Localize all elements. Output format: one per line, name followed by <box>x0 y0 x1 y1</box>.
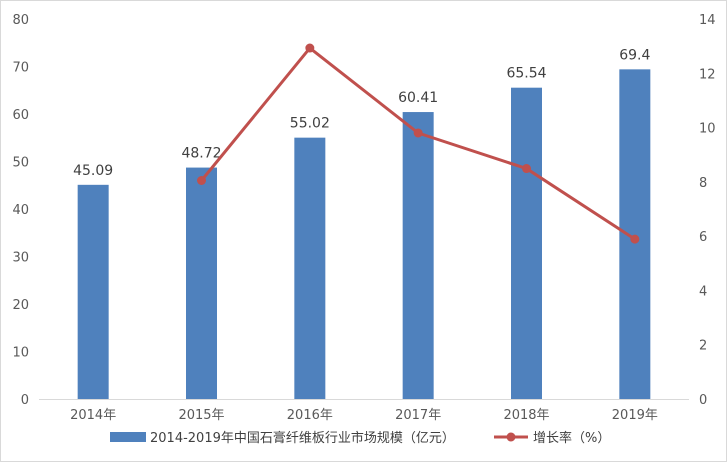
y-left-tick-label: 60 <box>12 108 29 123</box>
bar-data-label: 69.4 <box>619 47 650 63</box>
y-left-tick-label: 80 <box>12 13 29 28</box>
bar <box>619 69 651 399</box>
line-point <box>630 234 640 244</box>
line-series <box>197 43 640 244</box>
bar-data-labels: 45.09 48.72 55.02 60.41 65.54 69.4 <box>73 47 650 178</box>
legend-swatch-bar <box>110 432 146 442</box>
x-tick-label: 2019年 <box>612 408 658 423</box>
legend-label-bar: 2014-2019年中国石膏纤维板行业市场规模（亿元） <box>150 430 455 446</box>
bar-data-label: 65.54 <box>506 66 546 82</box>
y-right-tick-label: 14 <box>699 13 716 28</box>
y-left-tick-label: 10 <box>12 346 29 361</box>
bar-data-label: 60.41 <box>398 90 438 106</box>
x-tick-label: 2014年 <box>70 408 116 423</box>
axes: 0 10 20 30 40 50 60 70 80 0 2 4 6 8 10 12 14 2014年 2015年 20… <box>12 13 715 423</box>
y-right-tick-label: 10 <box>699 122 716 137</box>
y-left-tick-label: 30 <box>12 251 29 266</box>
y-right-tick-label: 2 <box>699 339 707 354</box>
y-right-tick-label: 6 <box>699 230 707 245</box>
y-left-tick-label: 70 <box>12 61 29 76</box>
y-left-tick-label: 20 <box>12 298 29 313</box>
x-tick-label: 2016年 <box>287 408 333 423</box>
legend-marker-line <box>506 432 516 442</box>
x-tick-label: 2017年 <box>395 408 441 423</box>
bar-data-label: 48.72 <box>181 146 221 162</box>
bar-data-label: 45.09 <box>73 163 113 179</box>
line-point <box>522 164 531 174</box>
bar-series <box>77 69 651 400</box>
line-point <box>305 43 315 53</box>
line-point <box>197 176 206 185</box>
y-left-tick-label: 50 <box>12 156 29 171</box>
legend-label-line: 增长率（%） <box>533 430 610 446</box>
bar <box>186 167 217 399</box>
bar <box>402 112 434 400</box>
line-point <box>413 128 423 138</box>
y-left-tick-label: 0 <box>21 393 29 408</box>
x-tick-label: 2015年 <box>178 408 224 423</box>
y-left-tick-label: 40 <box>12 203 29 218</box>
bar <box>511 87 542 399</box>
y-right-tick-label: 8 <box>699 176 707 191</box>
bar <box>294 137 326 399</box>
y-right-tick-label: 12 <box>699 67 716 82</box>
y-right-tick-label: 4 <box>699 284 707 299</box>
bar <box>77 184 109 399</box>
y-right-tick-label: 0 <box>699 393 707 408</box>
x-tick-label: 2018年 <box>503 408 549 423</box>
legend: 2014-2019年中国石膏纤维板行业市场规模（亿元） 增长率（%） <box>110 430 610 446</box>
bar-data-label: 55.02 <box>290 116 330 132</box>
